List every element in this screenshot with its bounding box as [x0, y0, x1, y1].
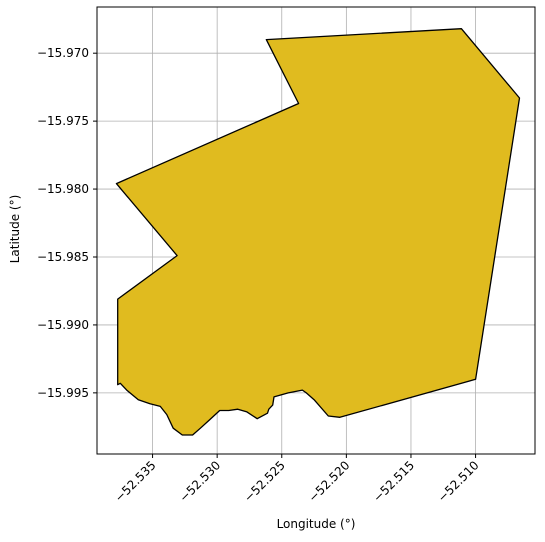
map-region	[115, 28, 521, 436]
region-polygon	[115, 28, 521, 436]
x-tick-label: −52.530	[177, 458, 224, 505]
y-tick-label: −15.995	[37, 386, 89, 400]
x-tick-label: −52.515	[370, 458, 417, 505]
x-tick-label: −52.535	[112, 458, 159, 505]
y-tick-label: −15.970	[37, 46, 89, 60]
y-tick-label: −15.980	[37, 182, 89, 196]
y-tick-label: −15.975	[37, 114, 89, 128]
y-tick-label: −15.985	[37, 250, 89, 264]
x-tick-label: −52.525	[241, 458, 288, 505]
y-tick-label: −15.990	[37, 318, 89, 332]
x-axis-ticks: −52.535 −52.530 −52.525 −52.520 −52.515 −52.5…	[112, 454, 482, 505]
y-axis-ticks: −15.970 −15.975 −15.980 −15.985 −15.990 −15.9…	[37, 46, 97, 400]
y-axis-label: Latitude (°)	[8, 195, 22, 264]
x-tick-label: −52.520	[306, 458, 353, 505]
x-tick-label: −52.510	[435, 458, 482, 505]
plot-frame	[96, 6, 536, 455]
x-axis-label: Longitude (°)	[277, 517, 356, 531]
